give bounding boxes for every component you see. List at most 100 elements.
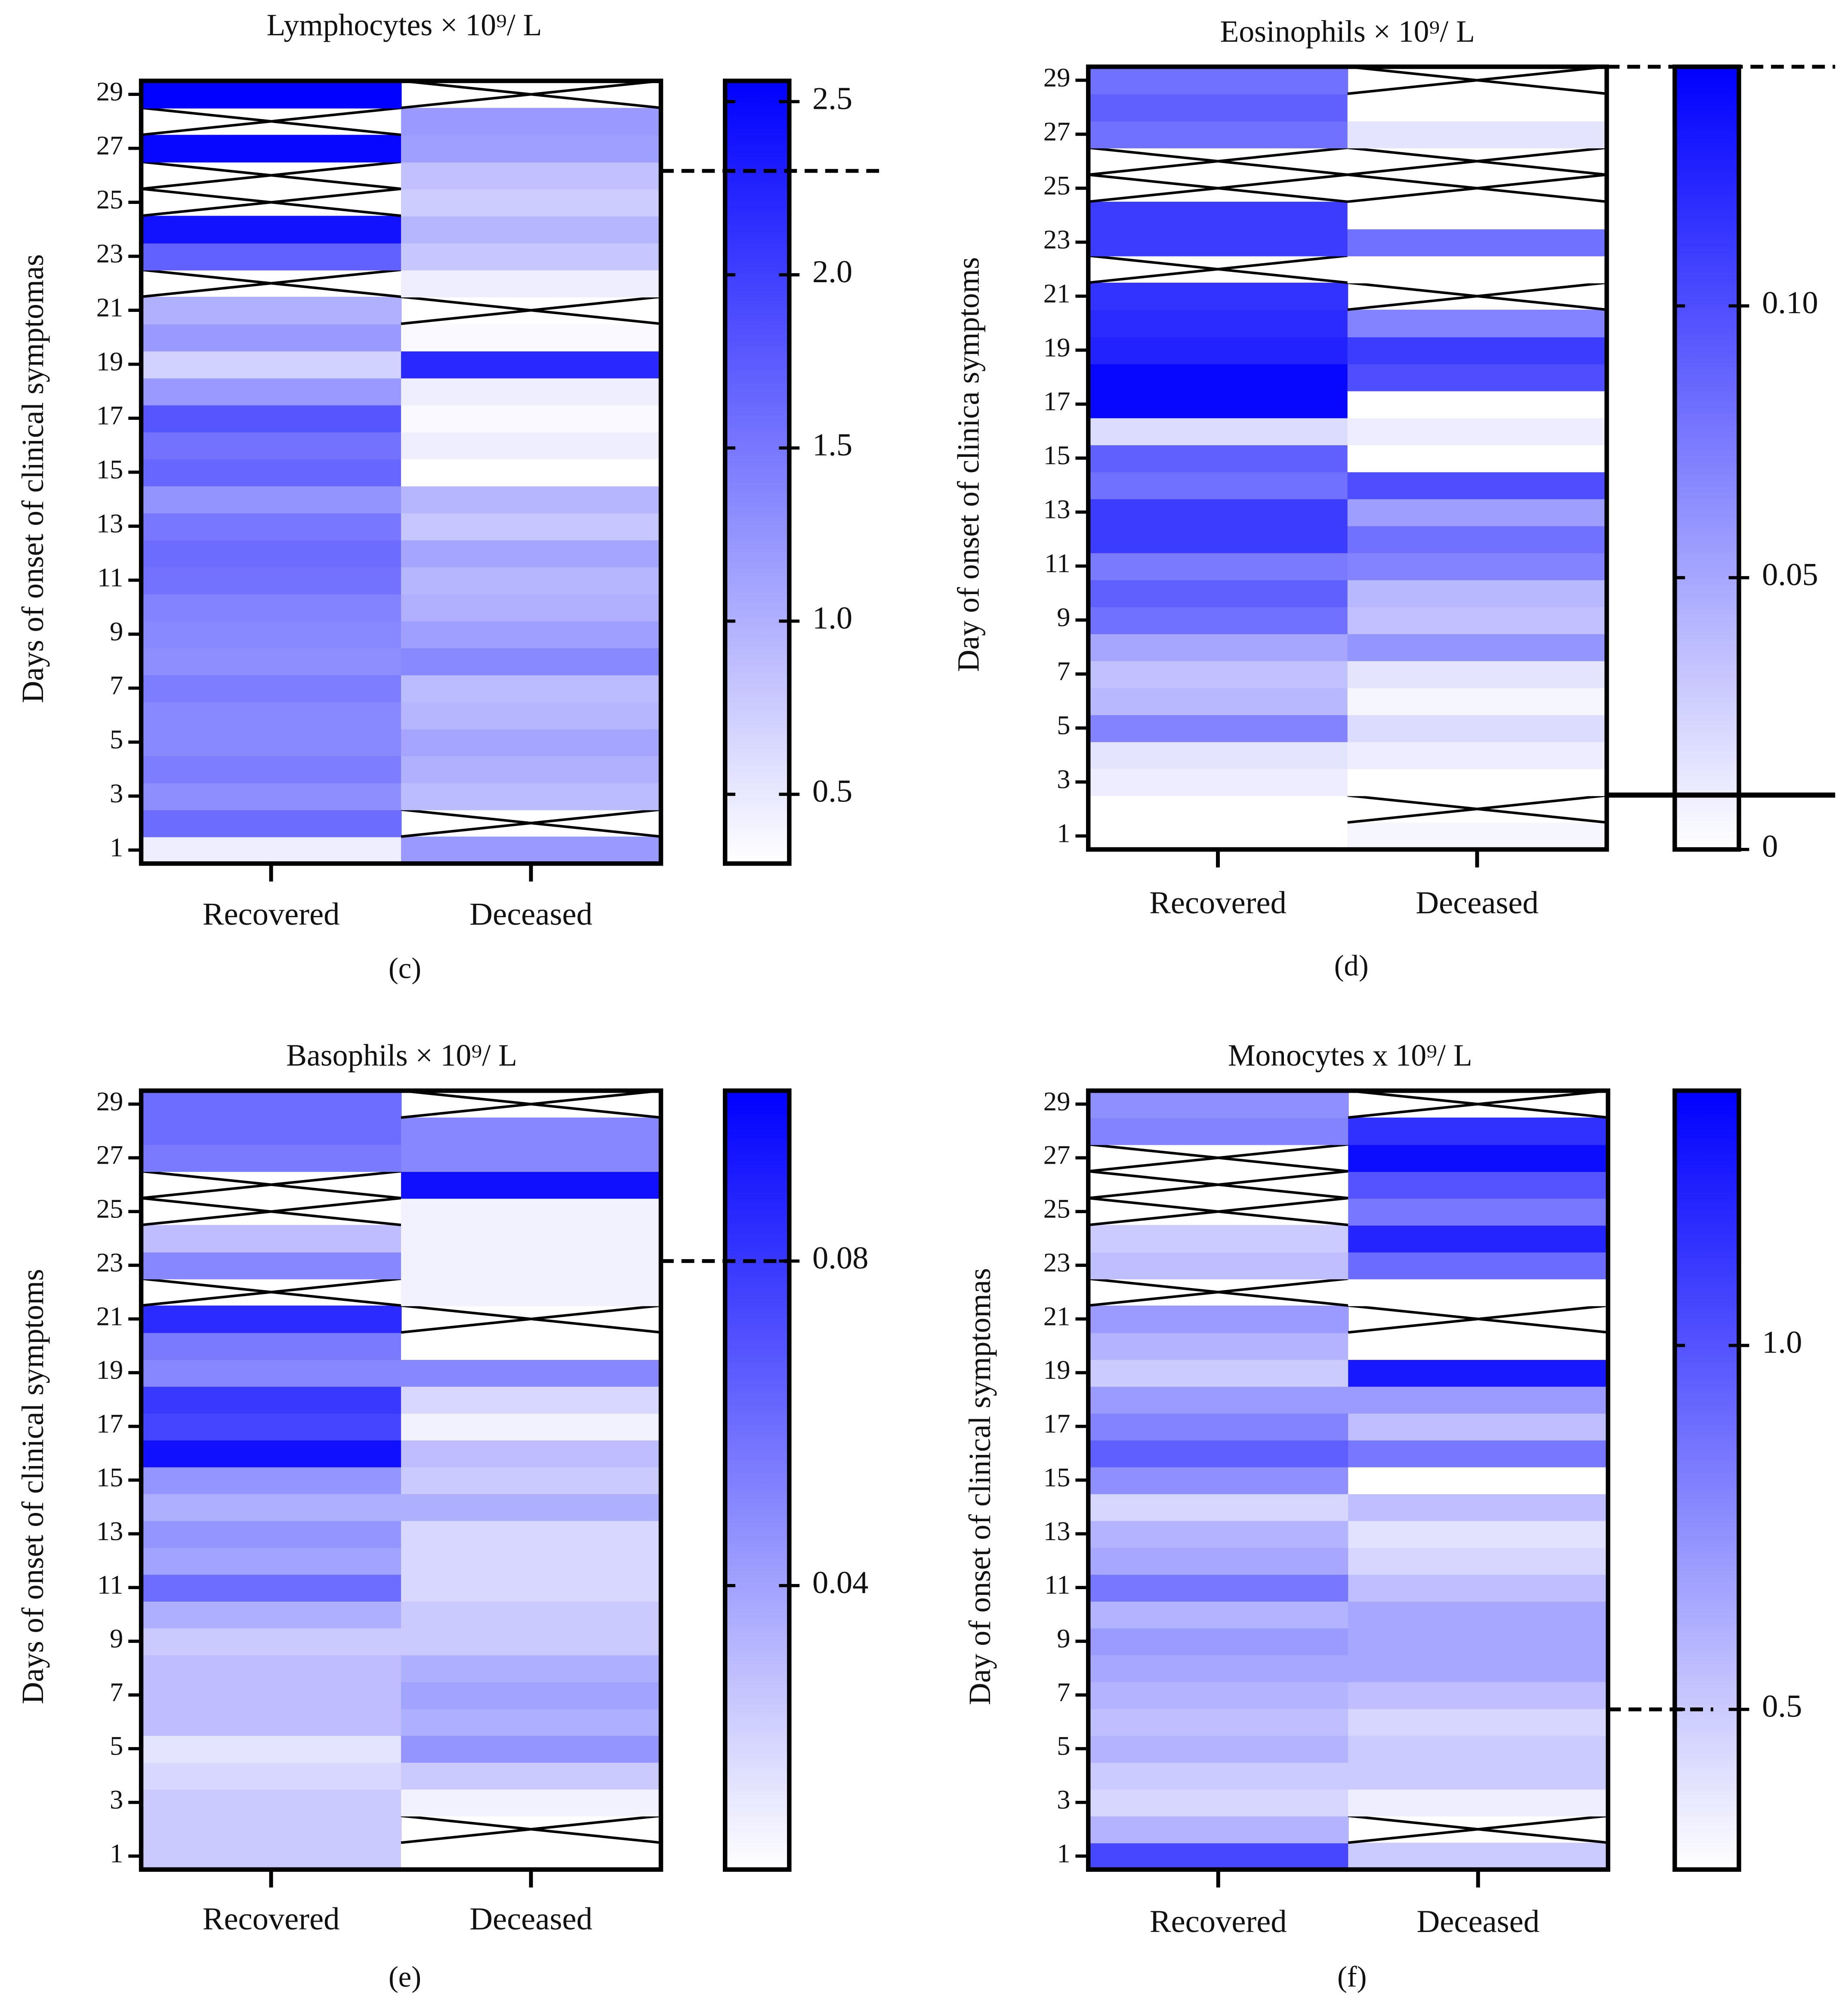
y-tick-label: 27 — [96, 130, 123, 160]
heat-cell — [1088, 552, 1348, 580]
missing-cell — [401, 808, 661, 838]
heat-cell — [141, 1467, 402, 1495]
heat-cell — [401, 1386, 662, 1414]
heat-cell — [141, 701, 402, 730]
y-axis-label: Day of onset of clinica symptoms — [951, 257, 985, 672]
heat-cell — [401, 620, 662, 648]
heat-cell — [141, 620, 402, 648]
heat-cell — [141, 1708, 402, 1736]
heat-cell — [1088, 1305, 1349, 1333]
heat-cell — [1348, 1574, 1609, 1602]
heat-cell — [1088, 1439, 1349, 1467]
heat-cell — [1088, 822, 1348, 851]
missing-cell — [141, 187, 401, 217]
heat-cell — [401, 1627, 662, 1655]
heat-cell — [401, 1574, 662, 1602]
heat-cell — [401, 1708, 662, 1736]
heat-cell — [1088, 795, 1348, 823]
heat-cell — [141, 755, 402, 783]
y-tick-label: 29 — [1043, 1086, 1071, 1116]
y-tick-label: 1 — [1057, 818, 1070, 848]
heat-cell — [401, 593, 662, 622]
heat-cell — [401, 701, 662, 730]
colorbar-tick-label: 1.5 — [812, 427, 852, 462]
panel-label: (e) — [389, 1960, 421, 1993]
heat-cell — [401, 1762, 662, 1790]
heat-cell — [1347, 336, 1607, 364]
missing-cell — [1088, 1143, 1348, 1173]
heat-cell — [1347, 228, 1607, 256]
heat-cell — [401, 1332, 662, 1360]
missing-cell — [1088, 1277, 1348, 1307]
y-tick-label: 27 — [96, 1140, 123, 1170]
heat-cell — [1347, 498, 1607, 527]
heat-cell — [141, 1439, 402, 1467]
y-tick-label: 11 — [97, 562, 123, 592]
heat-cell — [401, 108, 662, 136]
x-tick-label: Recovered — [203, 897, 340, 932]
missing-cell — [1088, 173, 1348, 203]
heat-cell — [141, 1332, 402, 1360]
colorbar-tick-label: 1.0 — [812, 601, 852, 636]
heat-cell — [401, 1493, 662, 1521]
x-tick-label: Recovered — [203, 1901, 340, 1937]
heat-cell — [1348, 1144, 1609, 1172]
heat-cell — [1088, 579, 1348, 607]
heat-cell — [401, 1171, 662, 1199]
heat-cell — [1347, 309, 1607, 338]
y-tick-label: 23 — [96, 1247, 123, 1277]
heat-cell — [401, 188, 662, 217]
y-tick-label: 25 — [1043, 1194, 1071, 1224]
y-tick-label: 9 — [110, 1623, 123, 1653]
x-tick-label: Recovered — [1150, 1904, 1287, 1939]
heat-cell — [1347, 660, 1607, 688]
heat-cell — [141, 1091, 402, 1119]
heat-cell — [401, 567, 662, 595]
heat-cell — [1088, 1547, 1349, 1575]
x-tick-label: Deceased — [1416, 1904, 1539, 1939]
heat-cell — [141, 809, 402, 838]
y-tick-label: 15 — [1043, 440, 1071, 470]
heat-cell — [1348, 1439, 1609, 1467]
missing-cell — [1088, 1170, 1348, 1199]
y-tick-label: 13 — [1043, 1516, 1071, 1546]
heat-cell — [1348, 1413, 1609, 1441]
heat-cell — [141, 1574, 402, 1602]
heat-cell — [401, 539, 662, 567]
y-tick-label: 11 — [1044, 1570, 1070, 1600]
heat-cell — [141, 512, 402, 540]
heat-cell — [141, 1789, 402, 1817]
heat-cell — [401, 836, 662, 864]
heat-cell — [141, 1655, 402, 1683]
heat-cell — [1347, 201, 1607, 230]
heat-cell — [141, 1359, 402, 1387]
y-tick-label: 25 — [96, 185, 123, 215]
heat-cell — [1088, 120, 1348, 148]
heat-cell — [401, 1655, 662, 1683]
heat-cell — [1088, 1386, 1349, 1414]
colorbar-tick-label: 2.0 — [812, 254, 852, 290]
heat-cell — [1088, 1493, 1349, 1521]
heat-cell — [141, 1493, 402, 1521]
heat-cell — [1348, 1171, 1609, 1199]
heat-cell — [401, 512, 662, 540]
heat-cell — [141, 539, 402, 567]
colorbar-tick-label: 1.0 — [1762, 1325, 1802, 1360]
colorbar-tick-label: 0 — [1762, 829, 1778, 864]
heat-cell — [141, 324, 402, 351]
heat-cell — [1088, 633, 1348, 661]
colorbar-tick-label: 0.08 — [812, 1240, 868, 1276]
heat-cell — [401, 1520, 662, 1548]
heat-cell — [1088, 741, 1348, 769]
heat-cell — [1088, 201, 1348, 230]
heat-cell — [1088, 67, 1348, 95]
y-tick-label: 7 — [110, 1677, 123, 1707]
heat-cell — [401, 1144, 662, 1172]
heat-cell — [1088, 1359, 1349, 1387]
heat-cell — [401, 486, 662, 514]
chart-title: Eosinophils × 10⁹/ L — [1220, 15, 1475, 49]
heat-cell — [141, 1251, 402, 1279]
heat-cell — [141, 783, 402, 810]
y-tick-label: 29 — [96, 1086, 123, 1116]
